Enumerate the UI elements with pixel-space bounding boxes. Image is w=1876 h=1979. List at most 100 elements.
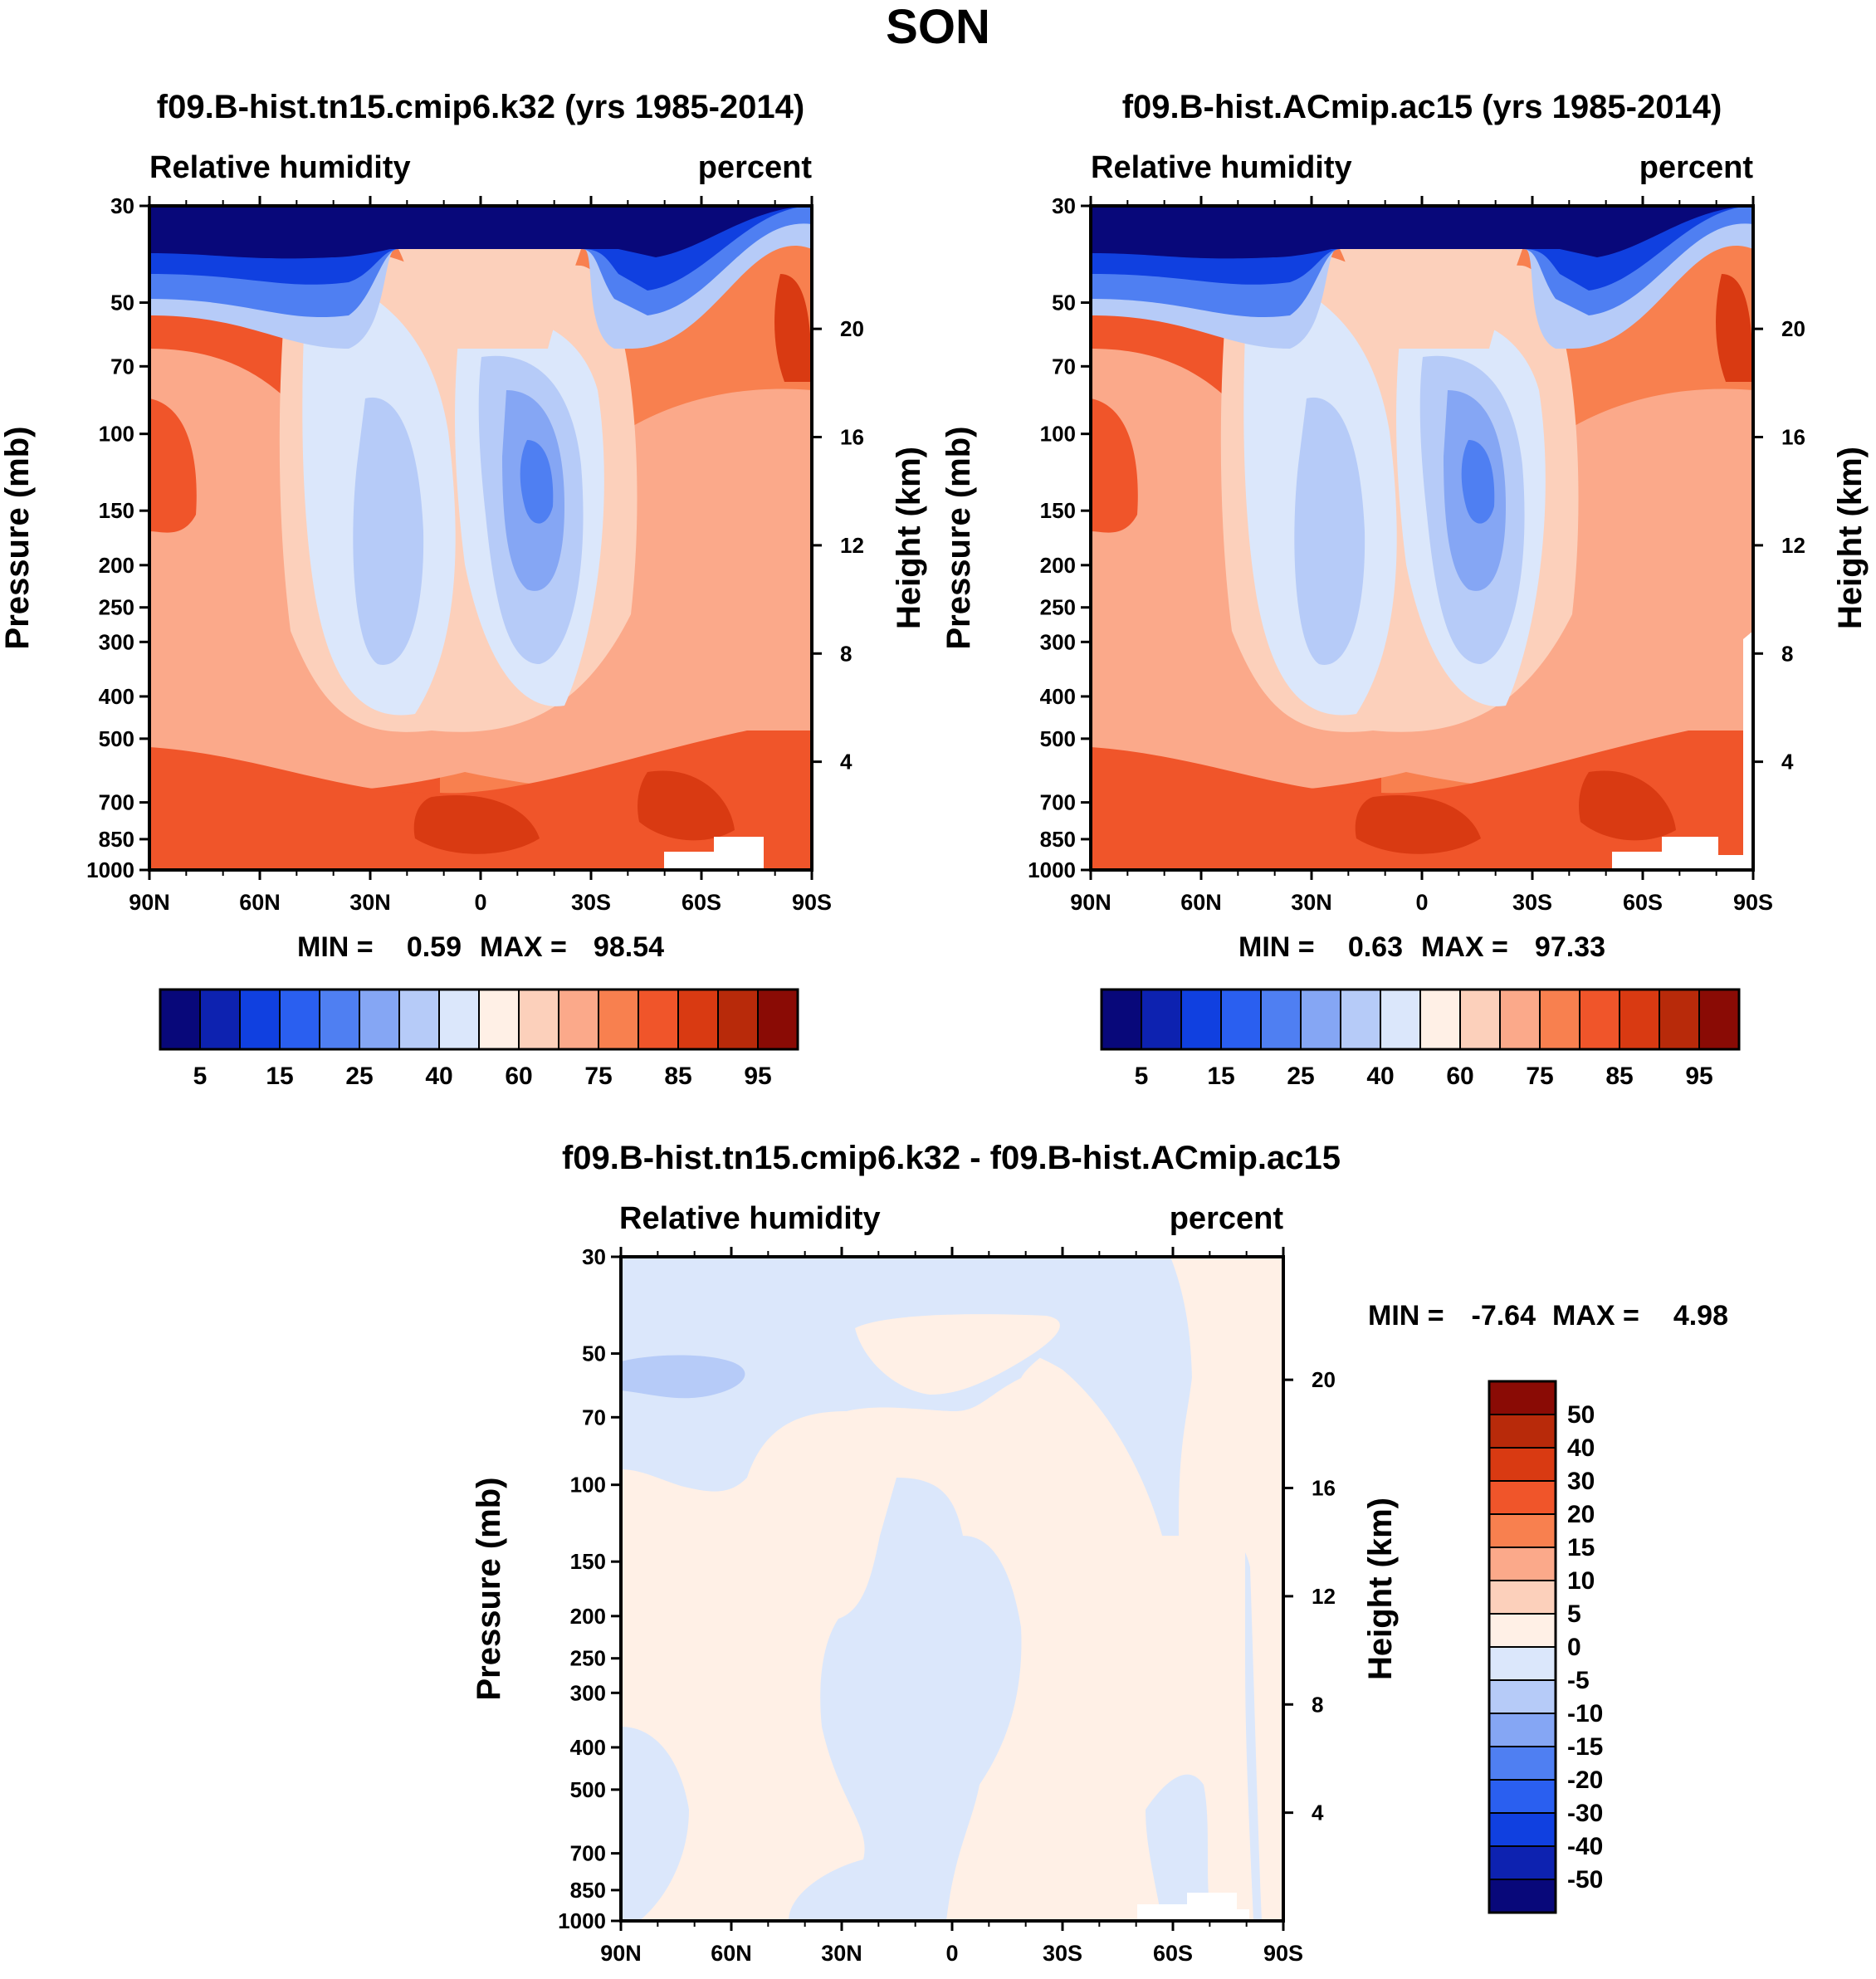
field-tropopause-peach: [1340, 249, 1522, 349]
panel-3-max-label: MAX =: [1552, 1300, 1639, 1332]
panel-3-left-label: Relative humidity: [619, 1201, 881, 1236]
colorbar-box: [717, 989, 759, 1050]
colorbar-box: [757, 989, 799, 1050]
y-tick-label: 200: [1040, 553, 1076, 578]
colorbar-box: [1419, 989, 1461, 1050]
field-near-sfc-core-2: [638, 770, 735, 841]
panel-1-field: [149, 206, 812, 870]
x-tick-label: 0: [1415, 890, 1428, 915]
colorbar-label: -20: [1567, 1766, 1603, 1794]
colorbar-box: [1380, 989, 1421, 1050]
colorbar-label: 85: [664, 1063, 691, 1090]
x-tick-label: 60S: [1623, 890, 1663, 915]
colorbar-box: [1619, 989, 1660, 1050]
colorbar-box: [1659, 989, 1700, 1050]
panel-2-max-label: MAX =: [1421, 931, 1508, 963]
field-sfc-mask: [664, 837, 764, 870]
x-tick-label: 30N: [1291, 890, 1332, 915]
y-tick-label: 400: [99, 684, 134, 709]
y2-tick-label: 20: [840, 316, 864, 341]
y-tick-label: 850: [570, 1878, 606, 1903]
colorbar-box: [1488, 1380, 1556, 1415]
colorbar-box: [1488, 1580, 1556, 1615]
y-tick-label: 300: [1040, 629, 1076, 654]
y2-tick-label: 12: [1781, 533, 1805, 558]
panel-3-max-value: 4.98: [1673, 1300, 1728, 1332]
colorbar-box: [359, 989, 400, 1050]
x-tick-label: 60N: [1180, 890, 1222, 915]
x-tick-label: 90N: [600, 1941, 642, 1966]
field-neg-sh-sfc: [1146, 1774, 1212, 1921]
field-near-sfc-core-2: [1579, 770, 1676, 841]
panel-1-y2label: Height (km): [891, 447, 927, 629]
panel-1-title: f09.B-hist.tn15.cmip6.k32 (yrs 1985-2014…: [157, 89, 804, 125]
panel-3-right-label: percent: [1170, 1201, 1284, 1236]
panel-3-title: f09.B-hist.tn15.cmip6.k32 - f09.B-hist.A…: [562, 1140, 1341, 1176]
y-tick-label: 70: [1052, 354, 1076, 379]
colorbar-box: [1488, 1746, 1556, 1781]
panel-3: f09.B-hist.tn15.cmip6.k32 - f09.B-hist.A…: [471, 1140, 1728, 1966]
colorbar-label: 30: [1567, 1468, 1595, 1495]
colorbar-box: [1180, 989, 1222, 1050]
figure-title: SON: [886, 0, 990, 54]
panel-3-axes: 30 50 70 100 150 200 250 300 400 500 700 850 1000 20 1…: [558, 1244, 1336, 1966]
y-tick-label: 700: [99, 790, 134, 815]
field-nh-core: [149, 398, 197, 533]
y-tick-label: 1000: [86, 858, 134, 882]
colorbar-label: 10: [1567, 1567, 1595, 1595]
colorbar-box: [598, 989, 639, 1050]
colorbar-frame: [1488, 1380, 1557, 1914]
panel-2-colorbar: 5 15 25 40 60 75 85 95: [1100, 988, 1741, 1090]
x-tick-label: 30S: [571, 890, 611, 915]
y2-tick-label: 12: [1312, 1584, 1336, 1609]
y-tick-label: 400: [570, 1735, 606, 1760]
panel-2-max-value: 97.33: [1535, 931, 1605, 963]
colorbar-label: 75: [584, 1063, 612, 1090]
x-tick-label: 90N: [1070, 890, 1111, 915]
panel-2-right-label: percent: [1639, 150, 1754, 185]
field-pos-polar-strip: [1170, 1257, 1283, 1921]
x-tick-label: 90S: [1263, 1941, 1303, 1966]
x-tick-label: 60S: [682, 890, 721, 915]
colorbar-label: 5: [1135, 1063, 1149, 1090]
panel-1-min-label: MIN =: [297, 931, 374, 963]
colorbar-box: [1488, 1547, 1556, 1581]
colorbar-label: 40: [1366, 1063, 1394, 1090]
panel-1-max-value: 98.54: [594, 931, 664, 963]
panel-2-min-label: MIN =: [1238, 931, 1315, 963]
y2-tick-label: 4: [1781, 750, 1794, 774]
field-neg-equator-column: [789, 1478, 1022, 1921]
y-tick-label: 300: [99, 629, 134, 654]
y2-tick-label: 20: [1781, 316, 1805, 341]
y-tick-label: 1000: [1028, 858, 1076, 882]
colorbar-label: 50: [1567, 1401, 1595, 1429]
field-near-sfc-core: [413, 795, 540, 854]
x-tick-label: 60S: [1153, 1941, 1193, 1966]
colorbar-box: [1488, 1447, 1556, 1482]
colorbar-box: [1260, 989, 1302, 1050]
colorbar-box: [1141, 989, 1182, 1050]
y-tick-label: 400: [1040, 684, 1076, 709]
colorbar-box: [1488, 1613, 1556, 1648]
y2-tick-label: 20: [1312, 1367, 1336, 1392]
y-tick-label: 70: [582, 1405, 606, 1429]
y-tick-label: 100: [1040, 422, 1076, 447]
panel-2-left-label: Relative humidity: [1091, 150, 1352, 185]
y-tick-label: 250: [1040, 595, 1076, 620]
colorbar-label: 5: [1567, 1600, 1581, 1628]
colorbar-label: -30: [1567, 1800, 1603, 1827]
x-tick-label: 90N: [129, 890, 170, 915]
x-tick-label: 90S: [1733, 890, 1773, 915]
colorbar-box: [1698, 989, 1740, 1050]
colorbar-label: -15: [1567, 1733, 1603, 1761]
colorbar-label: 15: [1207, 1063, 1234, 1090]
y-tick-label: 500: [99, 726, 134, 751]
field-blue-1: [353, 397, 424, 665]
field-pos-upper-tongue: [855, 1314, 1060, 1395]
colorbar-box: [1488, 1414, 1556, 1449]
colorbar-box: [1488, 1480, 1556, 1515]
panel-2: f09.B-hist.ACmip.ac15 (yrs 1985-2014) Re…: [940, 89, 1869, 1090]
colorbar-label: 85: [1605, 1063, 1633, 1090]
field-strat-4: [1091, 206, 1753, 259]
y-tick-label: 100: [570, 1473, 606, 1498]
